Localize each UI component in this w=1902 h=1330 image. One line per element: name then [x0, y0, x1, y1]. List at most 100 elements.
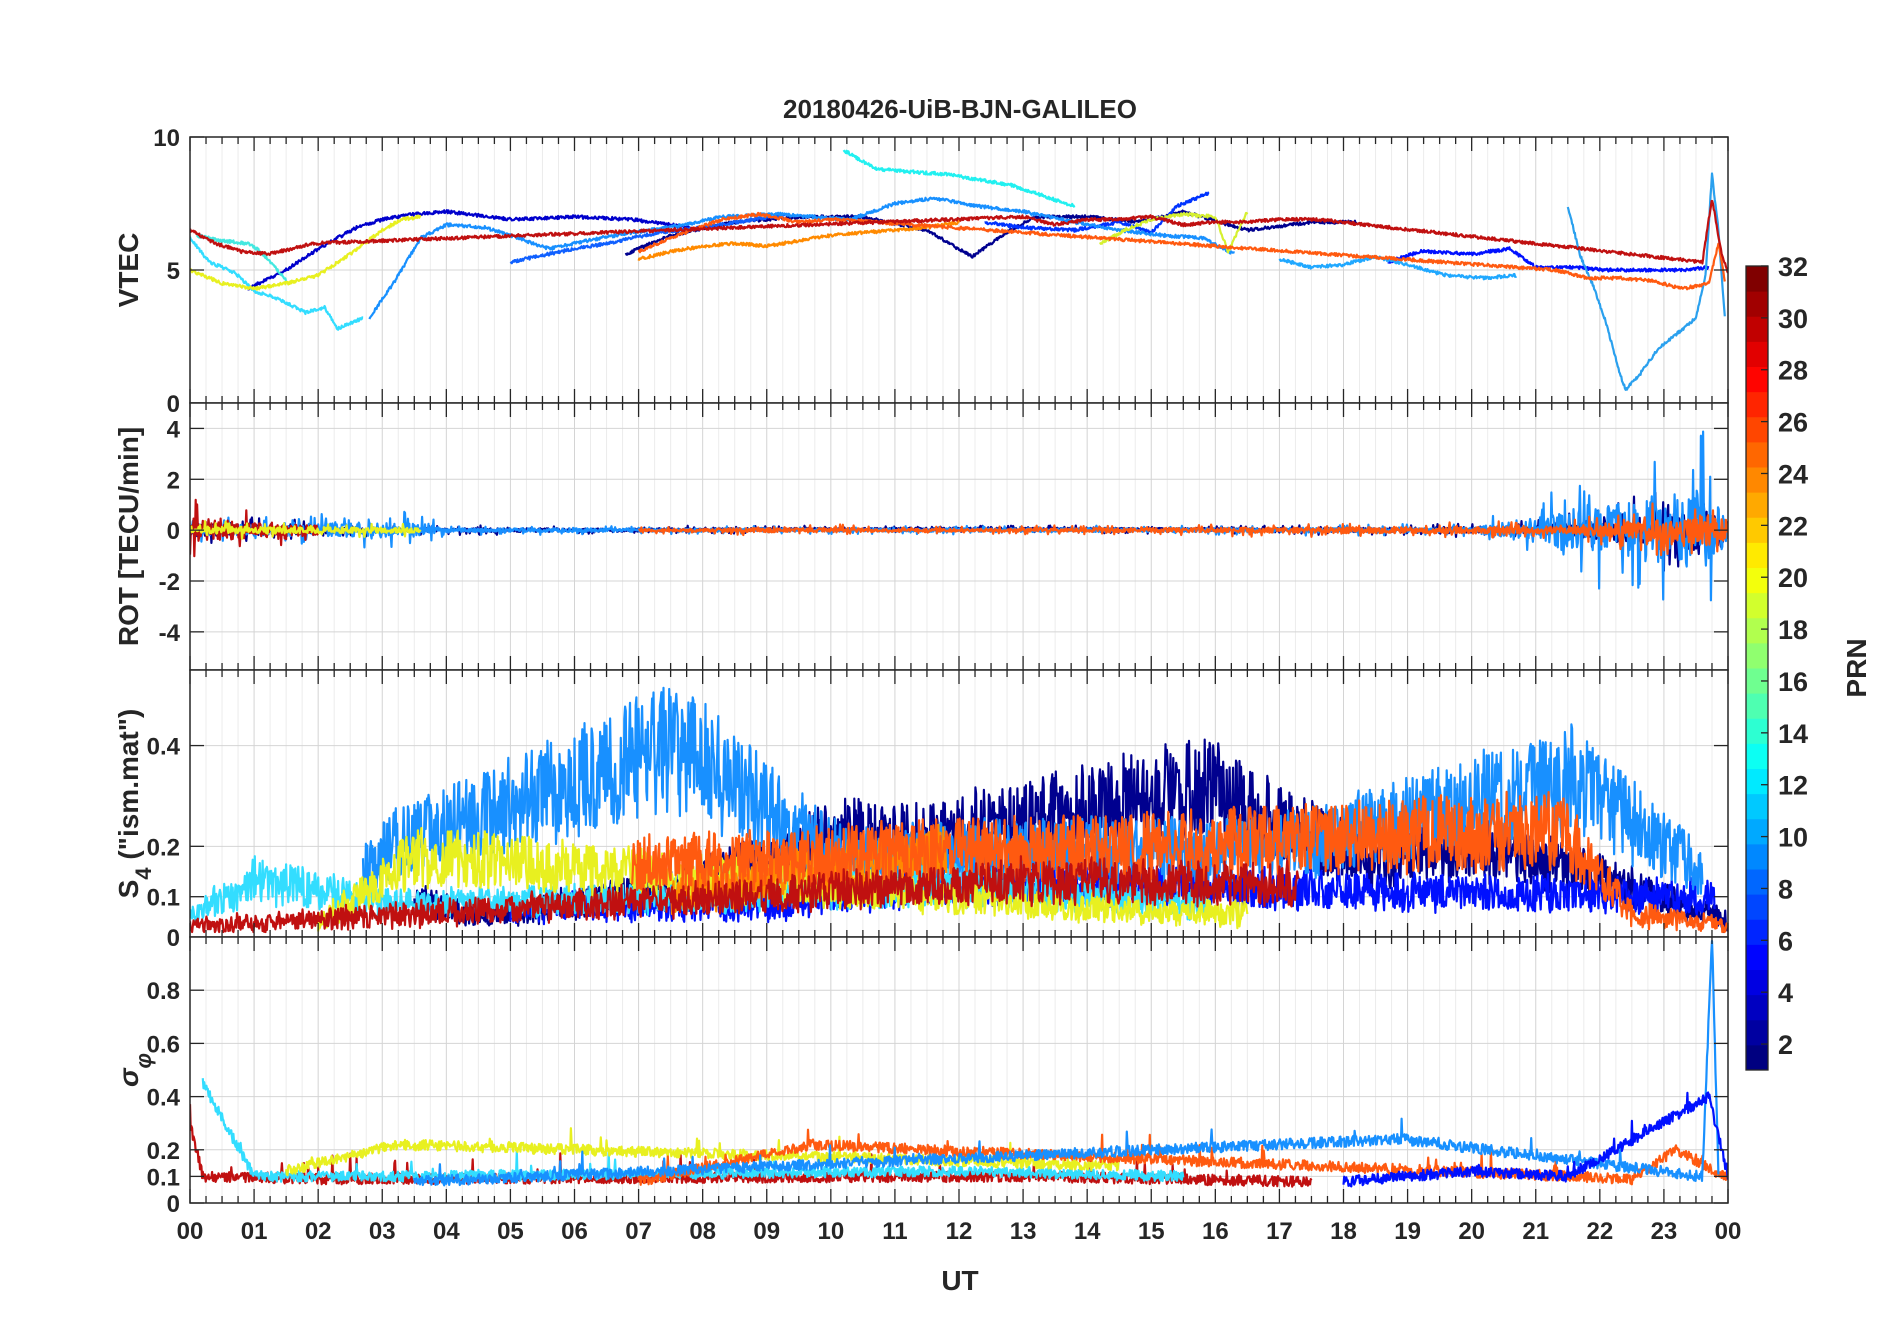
x-ticks — [189, 403, 1729, 670]
series-line-prn-25 — [637, 211, 1726, 291]
y-tick-label: 0 — [167, 518, 180, 545]
series-line-prn-24 — [637, 219, 961, 262]
x-tick-label: 10 — [817, 1218, 844, 1245]
colorbar-segment — [1746, 441, 1768, 468]
chart-title: 20180426-UiB-BJN-GALILEO — [783, 94, 1137, 124]
x-tick-label: 22 — [1586, 1218, 1613, 1245]
colorbar-segment — [1746, 366, 1768, 393]
x-tick-label: 00 — [1715, 1218, 1742, 1245]
y-tick-label: 0.6 — [147, 1031, 180, 1058]
colorbar-segment — [1746, 869, 1768, 895]
series-line-prn-9 — [413, 939, 1720, 1187]
series-group — [190, 149, 1728, 391]
y-tick-label: 10 — [153, 125, 180, 152]
colorbar-tick-label: 16 — [1778, 667, 1808, 697]
colorbar-segment — [1746, 1019, 1768, 1046]
y-tick-label: 5 — [167, 258, 180, 285]
series-line-prn-14 — [195, 233, 288, 282]
x-tick-label: 04 — [433, 1218, 460, 1245]
colorbar-tick-label: 26 — [1778, 408, 1808, 438]
colorbar-segment — [1746, 768, 1768, 795]
series-line-prn-25 — [638, 502, 1728, 557]
colorbar-tick-label: 28 — [1778, 356, 1808, 386]
colorbar-tick-label: 8 — [1778, 874, 1793, 904]
colorbar-segment — [1746, 492, 1768, 518]
colorbar-segment — [1746, 994, 1768, 1021]
x-tick-label: 15 — [1138, 1218, 1165, 1245]
colorbar-tick-label: 14 — [1778, 719, 1808, 749]
x-tick-label: 01 — [241, 1218, 268, 1245]
colorbar-tick-label: 30 — [1778, 304, 1808, 334]
x-tick-label: 02 — [305, 1218, 332, 1245]
series-line-prn-19 — [1099, 211, 1249, 254]
colorbar-segment — [1746, 944, 1768, 970]
colorbar-tick-label: 6 — [1778, 926, 1793, 956]
x-tick-label: 03 — [369, 1218, 396, 1245]
y-tick-label: 0.4 — [147, 734, 181, 761]
panel-rot: -4 -2 0 2 4 ROT [TECU/min] — [113, 402, 1729, 671]
series-line-prn-4 — [247, 209, 691, 291]
colorbar-segment — [1746, 693, 1768, 719]
colorbar-segment — [1746, 341, 1768, 367]
x-axis-label: UT — [941, 1265, 978, 1296]
colorbar-segment — [1746, 668, 1768, 694]
x-ticks — [189, 937, 1729, 1203]
colorbar-segment — [1746, 818, 1768, 845]
x-tick-label: 06 — [561, 1218, 588, 1245]
x-tick-label: 08 — [689, 1218, 716, 1245]
y-tick-label: -2 — [159, 569, 180, 596]
series-line-prn-30 — [190, 199, 1728, 274]
series-group — [190, 430, 1728, 602]
colorbar-segment — [1746, 316, 1768, 342]
colorbar-segment — [1746, 291, 1768, 317]
colorbar-segment — [1746, 617, 1768, 644]
series-line-prn-13 — [842, 149, 1076, 208]
y-tick-label: 0.8 — [147, 978, 180, 1005]
series-line-prn-5 — [1342, 1091, 1728, 1188]
colorbar-segment — [1746, 592, 1768, 619]
y-tick-label: 4 — [167, 416, 181, 443]
x-ticks — [189, 137, 1729, 403]
x-tick-label: 18 — [1330, 1218, 1357, 1245]
series-line-prn-11 — [1566, 172, 1726, 391]
series-group — [190, 939, 1728, 1188]
series-line-prn-20 — [190, 214, 422, 291]
series-line-prn-20 — [190, 520, 422, 540]
colorbar-segment — [1746, 416, 1768, 443]
colorbar-tick-label: 32 — [1778, 252, 1808, 282]
y-tick-label: 0.1 — [147, 885, 180, 912]
colorbar-segment — [1746, 642, 1768, 669]
x-tick-label: 14 — [1074, 1218, 1101, 1245]
y-tick-label: 0.1 — [147, 1164, 180, 1191]
colorbar-tick-label: 4 — [1778, 978, 1793, 1008]
x-tick-label: 17 — [1266, 1218, 1293, 1245]
colorbar-tick-label: 12 — [1778, 771, 1808, 801]
colorbar-segment — [1746, 467, 1768, 493]
colorbar-segment — [1746, 391, 1768, 418]
colorbar-segment — [1746, 542, 1768, 568]
colorbar-tick-label: 10 — [1778, 823, 1808, 853]
y-axis-label: σφ — [113, 1053, 156, 1087]
x-tick-label: 07 — [625, 1218, 652, 1245]
colorbar-segment — [1746, 793, 1768, 820]
colorbar-frame — [1745, 265, 1769, 1071]
x-tick-label: 11 — [882, 1218, 907, 1245]
colorbar-segment — [1746, 743, 1768, 769]
y-tick-label: 0.2 — [147, 1138, 180, 1165]
x-tick-label: 23 — [1651, 1218, 1678, 1245]
colorbar-tick-label: 2 — [1778, 1030, 1793, 1060]
x-tick-label: 19 — [1394, 1218, 1421, 1245]
y-tick-label: 0.2 — [147, 834, 180, 861]
series-line-prn-10 — [1278, 255, 1518, 281]
y-tick-label: 2 — [167, 467, 180, 494]
x-tick-label: 05 — [497, 1218, 524, 1245]
x-tick-label: 21 — [1522, 1218, 1549, 1245]
x-tick-label: 12 — [946, 1218, 973, 1245]
series-group — [190, 686, 1728, 934]
x-tick-label: 13 — [1010, 1218, 1037, 1245]
x-tick-label: 00 — [177, 1218, 204, 1245]
colorbar-tick-label: 20 — [1778, 563, 1808, 593]
colorbar-segment — [1746, 567, 1768, 594]
colorbar-tick-label: 24 — [1778, 459, 1808, 489]
